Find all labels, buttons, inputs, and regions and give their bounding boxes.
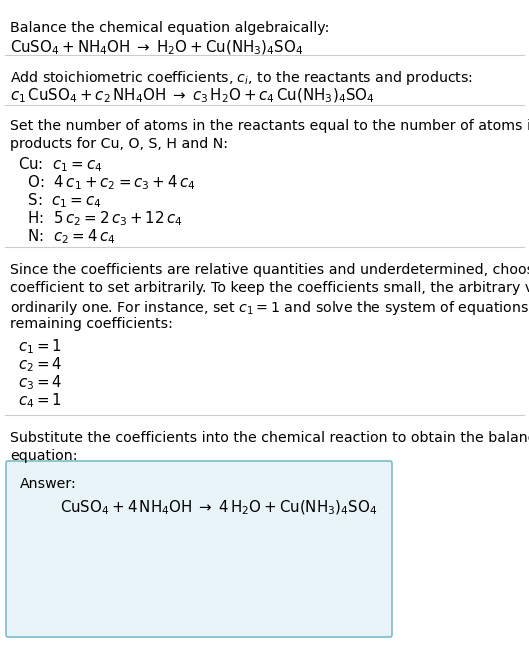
Text: $c_2 = 4$: $c_2 = 4$ (18, 355, 62, 374)
Text: Since the coefficients are relative quantities and underdetermined, choose a: Since the coefficients are relative quan… (10, 263, 529, 277)
Text: $c_1\,\mathrm{CuSO_4} + c_2\,\mathrm{NH_4OH} \;\rightarrow\; c_3\,\mathrm{H_2O} : $c_1\,\mathrm{CuSO_4} + c_2\,\mathrm{NH_… (10, 87, 375, 105)
Text: Cu:  $c_1 = c_4$: Cu: $c_1 = c_4$ (18, 155, 103, 173)
Text: products for Cu, O, S, H and N:: products for Cu, O, S, H and N: (10, 137, 228, 151)
Text: $c_4 = 1$: $c_4 = 1$ (18, 391, 62, 410)
Text: ordinarily one. For instance, set $c_1 = 1$ and solve the system of equations fo: ordinarily one. For instance, set $c_1 =… (10, 299, 529, 317)
Text: coefficient to set arbitrarily. To keep the coefficients small, the arbitrary va: coefficient to set arbitrarily. To keep … (10, 281, 529, 295)
Text: S:  $c_1 = c_4$: S: $c_1 = c_4$ (18, 191, 102, 210)
Text: $c_3 = 4$: $c_3 = 4$ (18, 373, 62, 391)
Text: Set the number of atoms in the reactants equal to the number of atoms in the: Set the number of atoms in the reactants… (10, 119, 529, 133)
Text: $\mathrm{CuSO_4 + NH_4OH} \;\rightarrow\; \mathrm{H_2O + Cu(NH_3)_4SO_4}$: $\mathrm{CuSO_4 + NH_4OH} \;\rightarrow\… (10, 39, 304, 58)
Text: Substitute the coefficients into the chemical reaction to obtain the balanced: Substitute the coefficients into the che… (10, 431, 529, 445)
Text: $c_1 = 1$: $c_1 = 1$ (18, 337, 62, 356)
Text: Balance the chemical equation algebraically:: Balance the chemical equation algebraica… (10, 21, 330, 35)
FancyBboxPatch shape (6, 461, 392, 637)
Text: H:  $5\,c_2 = 2\,c_3 + 12\,c_4$: H: $5\,c_2 = 2\,c_3 + 12\,c_4$ (18, 209, 183, 228)
Text: O:  $4\,c_1 + c_2 = c_3 + 4\,c_4$: O: $4\,c_1 + c_2 = c_3 + 4\,c_4$ (18, 173, 196, 192)
Text: equation:: equation: (10, 449, 78, 463)
Text: $\mathrm{CuSO_4 + 4\,NH_4OH} \;\rightarrow\; \mathrm{4\,H_2O + Cu(NH_3)_4SO_4}$: $\mathrm{CuSO_4 + 4\,NH_4OH} \;\rightarr… (60, 499, 378, 518)
Text: Add stoichiometric coefficients, $c_i$, to the reactants and products:: Add stoichiometric coefficients, $c_i$, … (10, 69, 473, 87)
Text: Answer:: Answer: (20, 477, 77, 491)
Text: remaining coefficients:: remaining coefficients: (10, 317, 173, 331)
Text: N:  $c_2 = 4\,c_4$: N: $c_2 = 4\,c_4$ (18, 227, 115, 246)
